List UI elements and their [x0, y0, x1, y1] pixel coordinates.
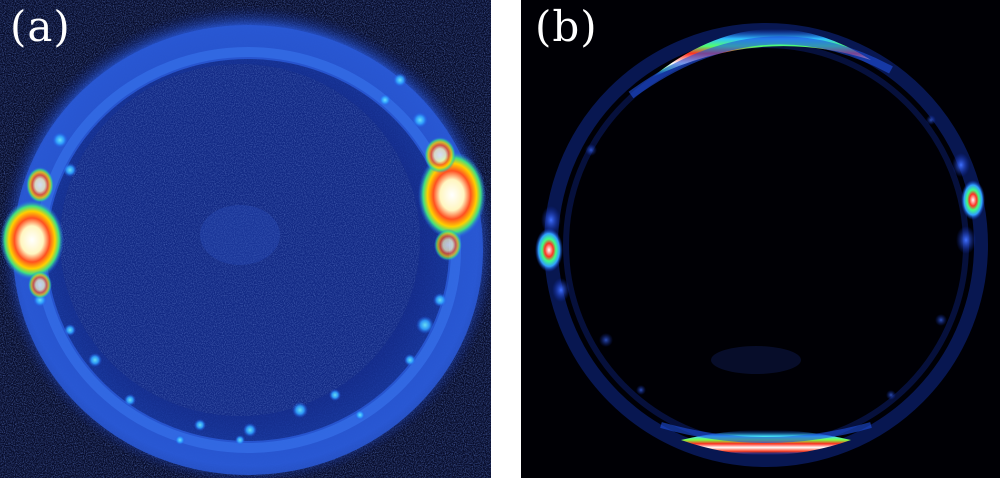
ring-image-b [521, 0, 1000, 478]
panel-a-image: (a) [0, 0, 491, 478]
panel-b-image: (b) [521, 0, 1000, 478]
panel-b-label: (b) [535, 2, 598, 51]
panel-a-label: (a) [10, 2, 71, 51]
ring-image-a [0, 0, 491, 478]
